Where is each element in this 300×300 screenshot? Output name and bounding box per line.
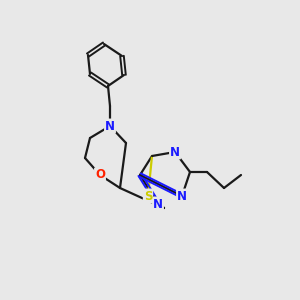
- Text: O: O: [95, 169, 105, 182]
- Text: N: N: [170, 146, 180, 158]
- Text: N: N: [105, 119, 115, 133]
- Text: S: S: [144, 190, 152, 202]
- Text: N: N: [153, 197, 163, 211]
- Text: N: N: [177, 190, 187, 202]
